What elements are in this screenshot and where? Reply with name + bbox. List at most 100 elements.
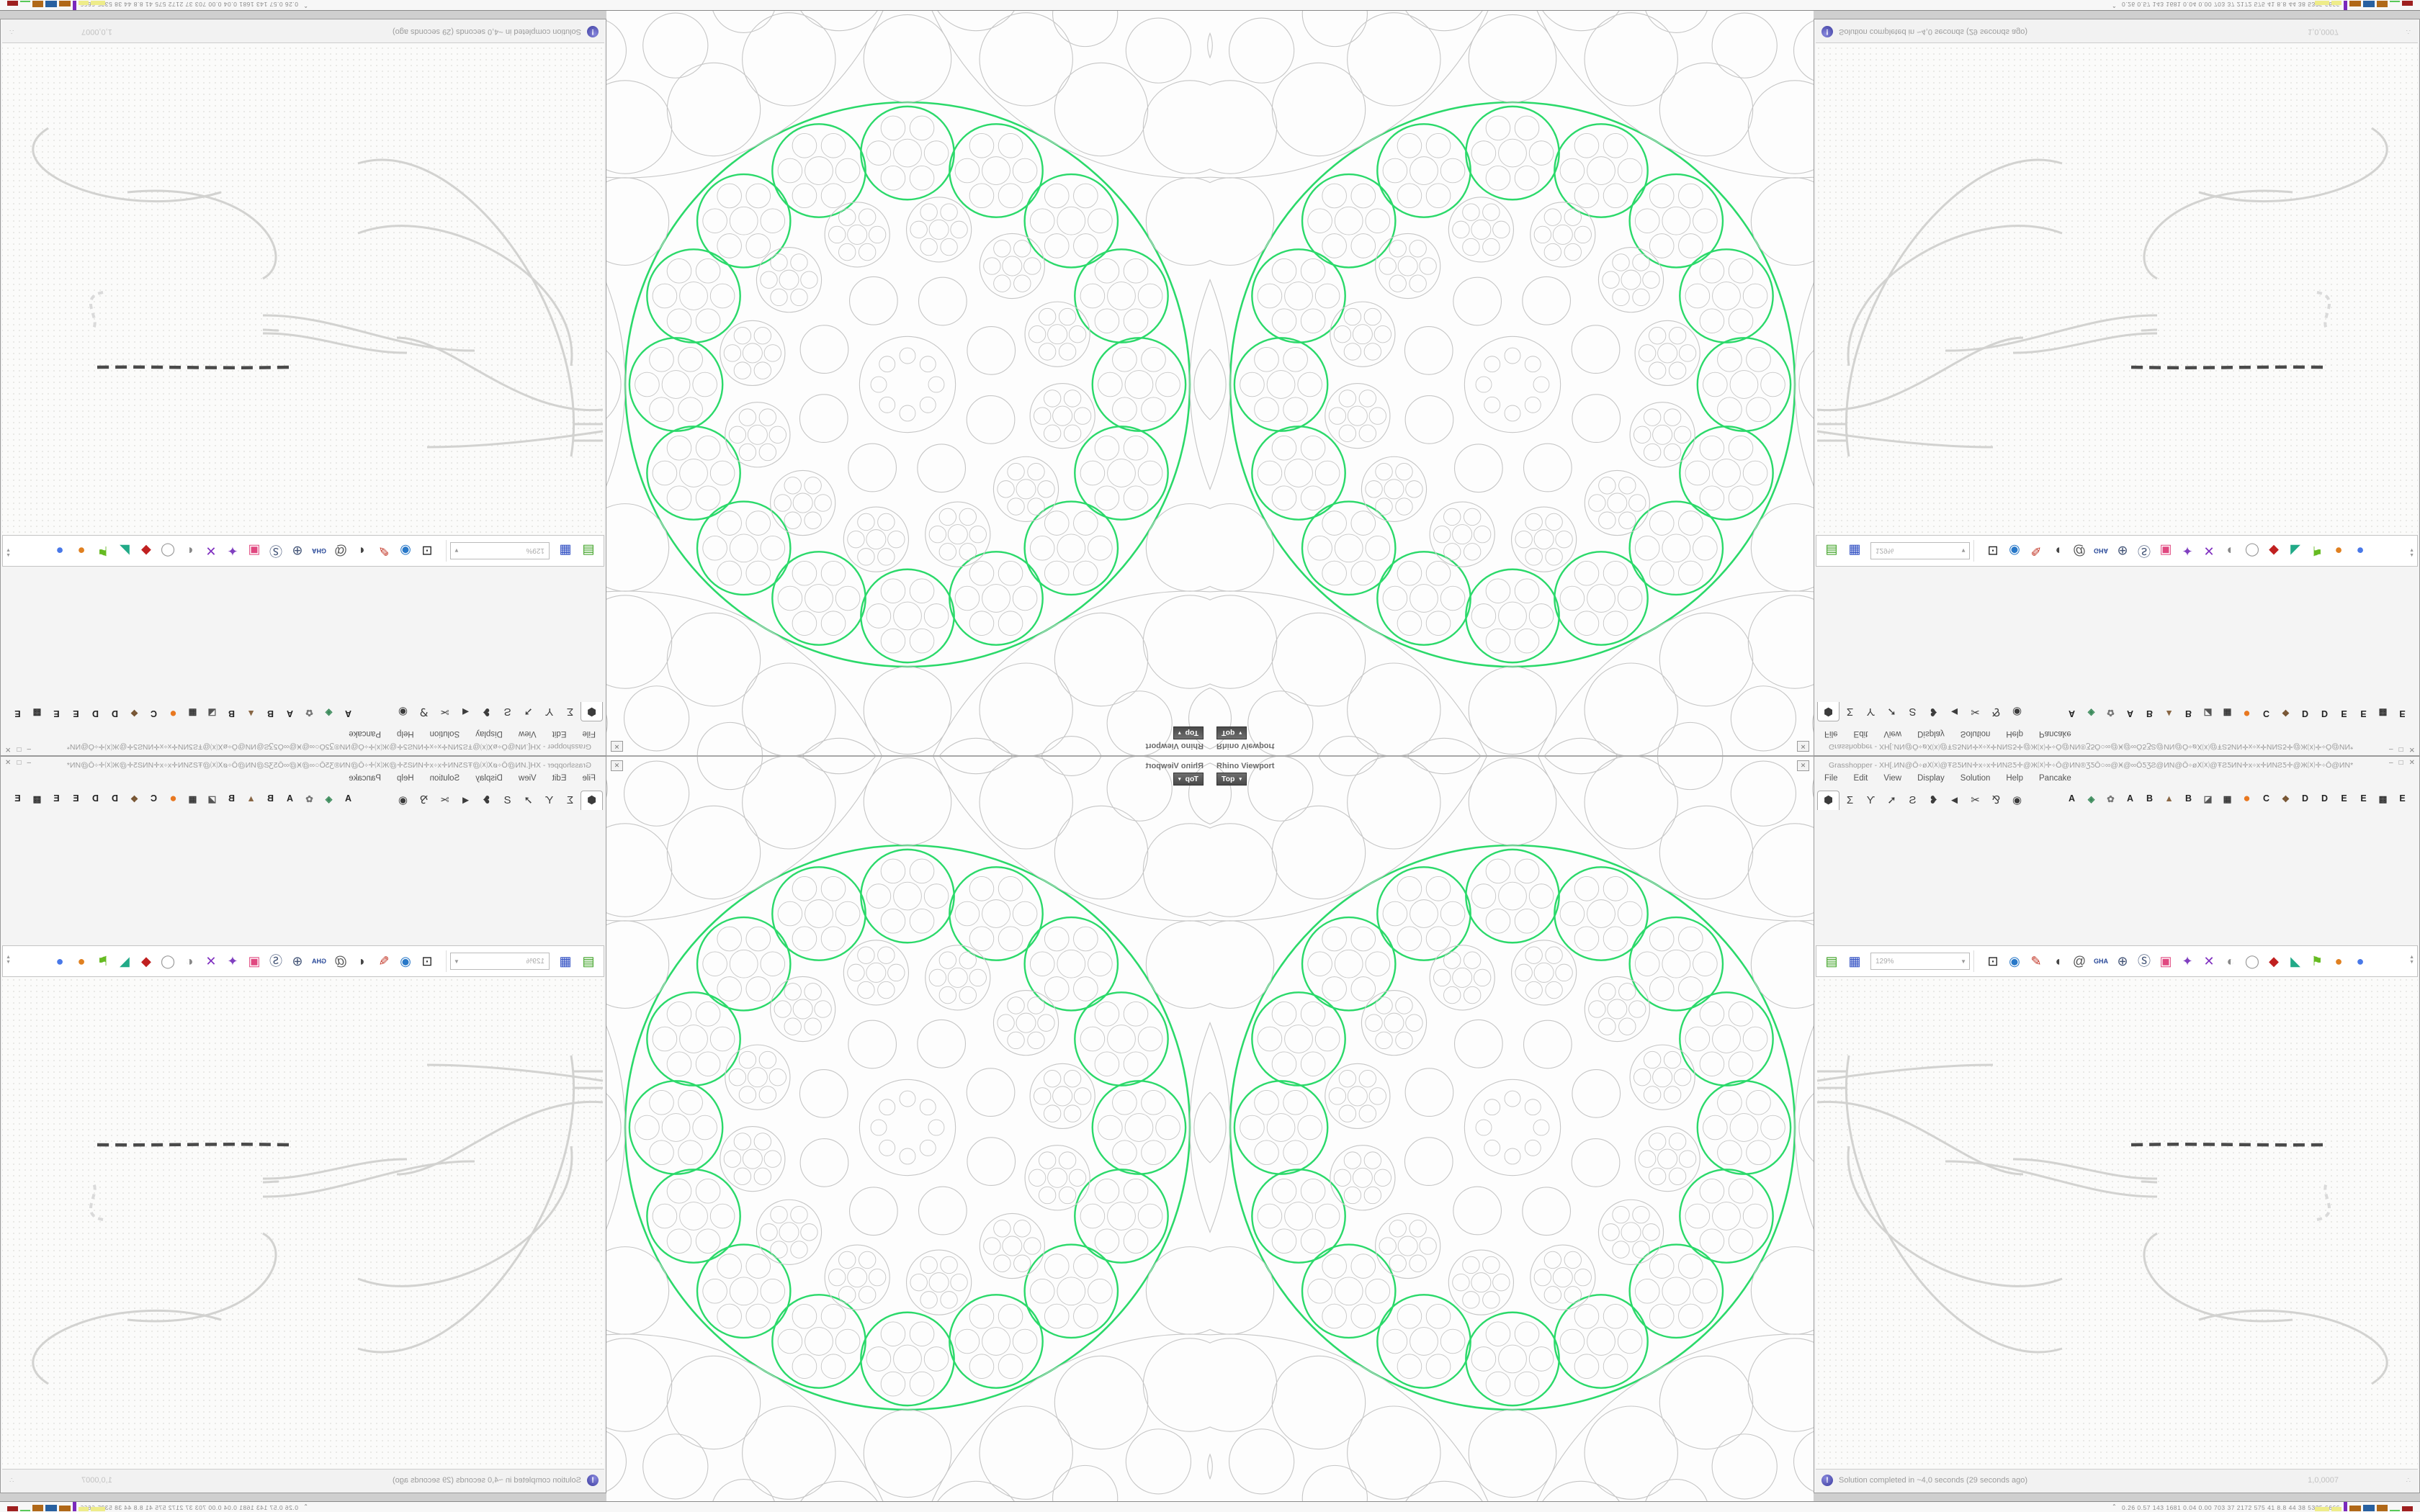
toolbar-icon[interactable]: ▦ (1848, 954, 1861, 968)
gh-canvas[interactable]: Curve Display Curves Thickness 2.0 Color… (2, 977, 604, 1470)
plugin-tab-icon[interactable]: ▲ (246, 708, 256, 719)
close-button[interactable]: ✕ (5, 759, 12, 767)
category-tab-icon[interactable]: Ƴ (1866, 793, 1876, 806)
resize-grip[interactable]: ∴ (8, 27, 14, 35)
menu-item-view[interactable]: View (1883, 729, 1902, 738)
category-tab-icon[interactable]: Ƨ (1909, 793, 1917, 806)
menu-item-solution[interactable]: Solution (429, 774, 460, 783)
menu-item-display[interactable]: Display (1917, 774, 1945, 783)
category-tab-icon[interactable]: ➚ (1887, 706, 1896, 718)
plugin-tab-icon[interactable]: ❖ (2281, 708, 2290, 719)
toolbar-icon[interactable]: ◐ (2226, 954, 2235, 968)
plugin-tab-icon[interactable]: A (286, 708, 294, 719)
toolbar-icon[interactable]: ◯ (2244, 954, 2260, 968)
category-tab-icon[interactable]: ✂ (1971, 706, 1980, 718)
toolbar-icon[interactable]: ✦ (227, 954, 238, 968)
plugin-tab-icon[interactable]: A (2068, 708, 2076, 719)
menu-item-pancake[interactable]: Pancake (349, 774, 381, 783)
plugin-tab-icon[interactable]: ▲ (246, 793, 256, 804)
close-button[interactable]: ✕ (2408, 745, 2415, 753)
plugin-tab-icon[interactable]: D (111, 793, 119, 804)
category-tab-icon[interactable]: Ƨ (503, 706, 511, 719)
category-tab-icon[interactable]: Ƨ (1909, 706, 1917, 719)
plugin-tab-icon[interactable]: A (344, 793, 352, 804)
plugin-tab-icon[interactable]: ● (2243, 707, 2251, 721)
minimize-button[interactable]: – (27, 759, 31, 767)
toolbar-icon[interactable]: ✕ (205, 954, 217, 968)
menu-item-help[interactable]: Help (2006, 729, 2024, 738)
menu-item-view[interactable]: View (1883, 774, 1902, 783)
toolbar-icon[interactable]: Ⓢ (2138, 544, 2151, 558)
toolbar-icon[interactable]: ◣ (120, 544, 130, 558)
gh-canvas[interactable]: Curve Display Curves Thickness 2.0 Color… (1816, 977, 2418, 1470)
viewport-close-button[interactable]: ✕ (1797, 741, 1809, 752)
category-tab-icon[interactable]: ⬢ (581, 702, 603, 722)
toolbar-icon[interactable]: ◖ (358, 954, 367, 968)
plugin-tab-icon[interactable]: B (266, 708, 274, 719)
toolbar-icon[interactable]: ◆ (2269, 544, 2279, 558)
category-tab-icon[interactable]: ◄ (1949, 793, 1960, 806)
toolbar-icon[interactable]: ▣ (248, 544, 261, 558)
toolbar-icon[interactable]: ◯ (2244, 544, 2260, 558)
plugin-tab-icon[interactable]: ◪ (207, 708, 217, 719)
plugin-tab-icon[interactable]: ▩ (2378, 708, 2388, 719)
category-tab-icon[interactable]: Σ (1846, 706, 1854, 719)
toolbar-overflow-scroller[interactable]: ▲ ▼ (2409, 955, 2414, 965)
chevron-up-icon[interactable]: ⌃ (2112, 2, 2117, 9)
plugin-tab-icon[interactable]: B (2146, 708, 2154, 719)
toolbar-icon[interactable]: ⊕ (292, 954, 303, 968)
menu-item-solution[interactable]: Solution (1960, 774, 1991, 783)
menu-item-pancake[interactable]: Pancake (349, 729, 381, 738)
zoom-select[interactable]: 129% ▼ (450, 542, 550, 559)
plugin-tab-icon[interactable]: E (2341, 708, 2347, 719)
plugin-tab-icon[interactable]: ✿ (2107, 793, 2115, 804)
plugin-tab-icon[interactable]: E (14, 793, 21, 804)
menu-item-file[interactable]: File (1824, 774, 1838, 783)
plugin-tab-icon[interactable]: A (2126, 708, 2134, 719)
toolbar-icon[interactable]: ✕ (205, 544, 217, 558)
toolbar-icon[interactable]: ⚑ (2311, 954, 2323, 968)
menu-item-edit[interactable]: Edit (1853, 729, 1868, 738)
resize-grip[interactable]: ∴ (2406, 1477, 2412, 1485)
menu-item-solution[interactable]: Solution (1960, 729, 1991, 738)
toolbar-icon[interactable]: ✦ (2182, 954, 2193, 968)
viewport-projection-tab[interactable]: Top ▾ (1216, 726, 1247, 739)
toolbar-icon[interactable]: ◐ (2226, 544, 2235, 558)
category-tab-icon[interactable]: ◄ (460, 793, 471, 806)
category-tab-icon[interactable]: ◄ (1949, 706, 1960, 719)
toolbar-overflow-scroller[interactable]: ▲ ▼ (2409, 547, 2414, 557)
close-button[interactable]: ✕ (2408, 759, 2415, 767)
toolbar-icon[interactable]: ⊕ (2117, 954, 2128, 968)
maximize-button[interactable]: □ (2398, 745, 2403, 753)
plugin-tab-icon[interactable]: ◈ (325, 793, 333, 804)
toolbar-icon[interactable]: GHA (312, 958, 326, 965)
plugin-tab-icon[interactable]: ✿ (2107, 708, 2115, 719)
plugin-tab-icon[interactable]: ▲ (2164, 708, 2174, 719)
menu-item-display[interactable]: Display (475, 729, 503, 738)
plugin-tab-icon[interactable]: E (73, 708, 79, 719)
menu-item-solution[interactable]: Solution (429, 729, 460, 738)
plugin-tab-icon[interactable]: ✿ (305, 708, 313, 719)
plugin-tab-icon[interactable]: D (2301, 708, 2309, 719)
toolbar-icon[interactable]: @ (2072, 544, 2087, 558)
category-tab-icon[interactable]: ⬢ (1817, 702, 1839, 722)
plugin-tab-icon[interactable]: E (2360, 708, 2367, 719)
category-tab-icon[interactable]: ⅋ (1991, 794, 2001, 806)
menu-item-file[interactable]: File (582, 774, 596, 783)
menu-item-view[interactable]: View (518, 729, 537, 738)
viewport-projection-tab[interactable]: Top ▾ (1216, 773, 1247, 786)
category-tab-icon[interactable]: ❥ (482, 794, 491, 806)
plugin-tab-icon[interactable]: E (14, 708, 21, 719)
plugin-tab-icon[interactable]: B (228, 708, 236, 719)
resize-grip[interactable]: ∴ (8, 1477, 14, 1485)
menu-item-file[interactable]: File (582, 729, 596, 738)
plugin-tab-icon[interactable]: ● (2243, 791, 2251, 805)
toolbar-icon[interactable]: ▣ (2159, 954, 2172, 968)
plugin-tab-icon[interactable]: E (2399, 793, 2406, 804)
plugin-tab-icon[interactable]: B (228, 793, 236, 804)
rhino-viewport[interactable]: Rhino Viewport Top ▾ ✕ (1210, 756, 1814, 1502)
category-tab-icon[interactable]: ✂ (440, 794, 449, 806)
plugin-tab-icon[interactable]: ◈ (2087, 793, 2095, 804)
toolbar-icon[interactable]: ◉ (400, 954, 411, 968)
toolbar-icon[interactable]: Ⓢ (269, 954, 282, 968)
